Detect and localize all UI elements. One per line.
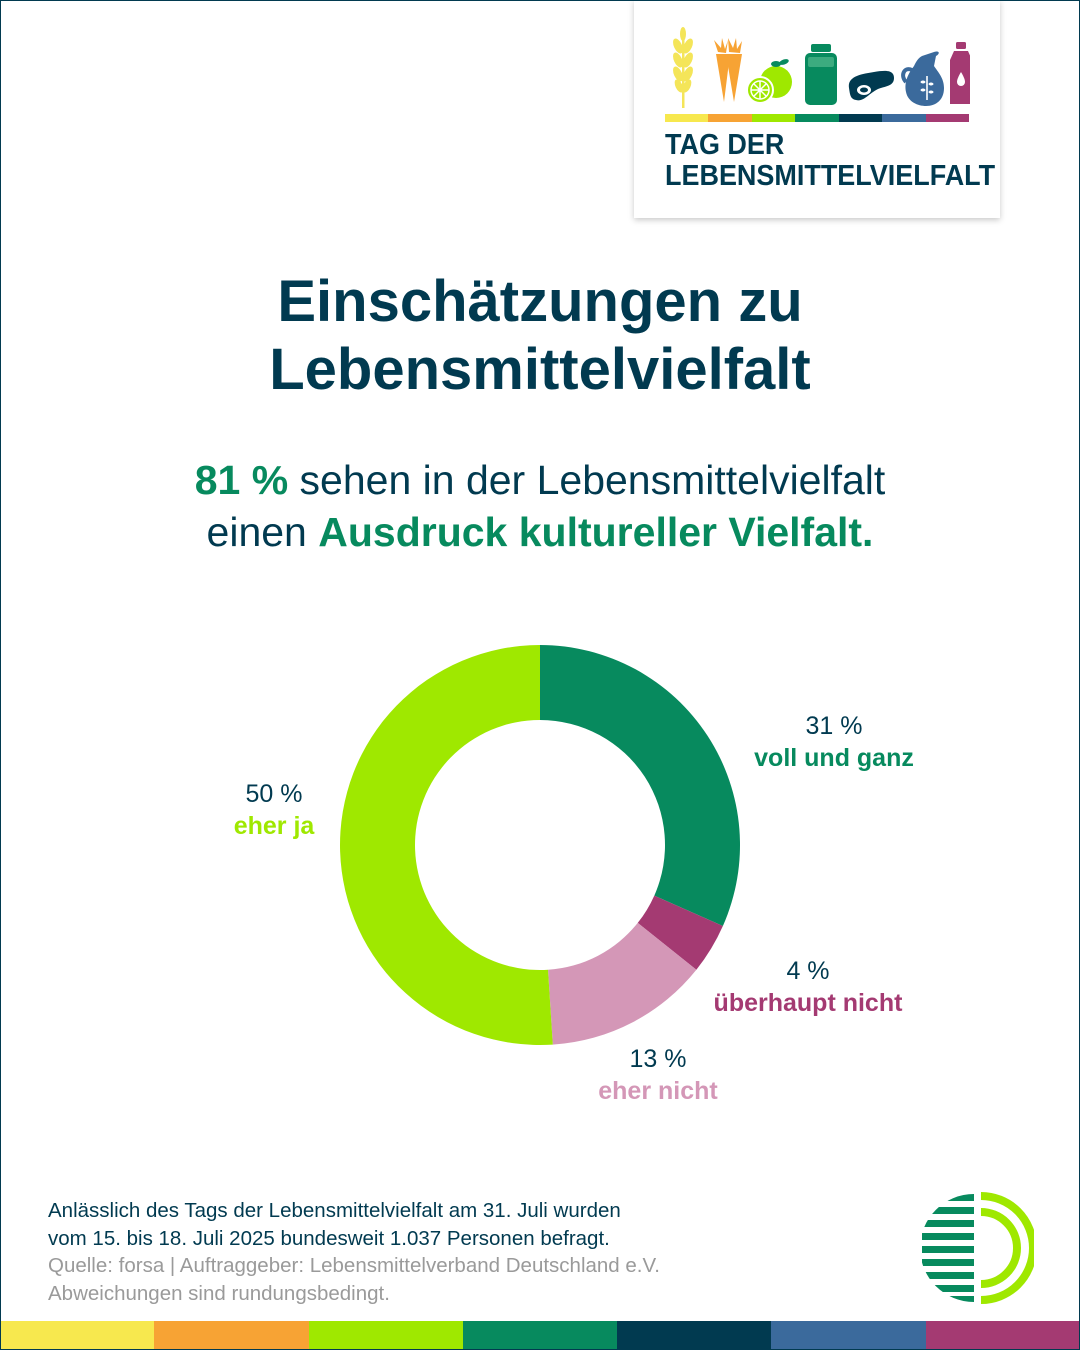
key-finding-percent: 81 % bbox=[194, 457, 289, 503]
brand-badge: TAG DER LEBENSMITTELVIELFALT bbox=[634, 0, 1000, 218]
milk-bottle-icon bbox=[805, 44, 837, 105]
food-icons-row bbox=[673, 27, 970, 108]
bottom-bar-segment bbox=[925, 1321, 1080, 1350]
carrot-icon bbox=[714, 38, 742, 102]
logo-outer-arc bbox=[980, 1192, 1034, 1304]
source-line: Quelle: forsa | Auftraggeber: Lebensmitt… bbox=[48, 1254, 660, 1277]
jug-icon bbox=[901, 51, 944, 106]
survey-note-line2: vom 15. bis 18. Juli 2025 bundesweit 1.0… bbox=[48, 1226, 610, 1250]
label-eher-ja: 50 % eher ja bbox=[204, 778, 344, 842]
logo-inner-arc bbox=[980, 1208, 1021, 1288]
category-label: überhaupt nicht bbox=[713, 989, 903, 1017]
water-bottle-icon bbox=[950, 42, 970, 104]
bottom-bar-segment bbox=[617, 1321, 772, 1350]
steak-icon bbox=[848, 70, 894, 101]
key-finding: 81 % sehen in der Lebensmittelvielfalt e… bbox=[0, 454, 1080, 558]
badge-color-bar bbox=[665, 114, 969, 122]
value-label: 4 % bbox=[786, 957, 830, 985]
page-title: Einschätzungen zu Lebensmittelvielfalt bbox=[0, 268, 1080, 404]
label-ueberhaupt-nicht: 4 % überhaupt nicht bbox=[688, 955, 928, 1019]
bottom-bar-segment bbox=[462, 1321, 618, 1350]
brand-title-line2: LEBENSMITTELVIELFALT bbox=[665, 160, 996, 192]
lebensmittelverband-logo bbox=[922, 1192, 1034, 1304]
badge-bar-segment bbox=[751, 114, 796, 122]
category-label: voll und ganz bbox=[754, 744, 914, 772]
bottom-bar-segment bbox=[771, 1321, 926, 1350]
donut-slice-überhaupt-nicht bbox=[637, 895, 723, 970]
citrus-icon bbox=[746, 59, 792, 104]
category-label: eher ja bbox=[233, 812, 315, 840]
donut-slice-eher-nicht bbox=[548, 922, 697, 1045]
donut-slice-eher-ja bbox=[340, 645, 553, 1045]
brand-title-line1: TAG DER bbox=[665, 129, 785, 161]
value-label: 50 % bbox=[245, 780, 303, 808]
donut-chart: 31 % voll und ganz 4 % überhaupt nicht 1… bbox=[0, 600, 1080, 1120]
key-finding-highlight: Ausdruck kultureller Vielfalt. bbox=[318, 509, 874, 555]
logo-stripes bbox=[922, 1194, 974, 1302]
badge-bar-segment bbox=[795, 114, 839, 122]
bottom-color-bar bbox=[0, 1321, 1080, 1350]
badge-bar-segment bbox=[838, 114, 883, 122]
donut-chart-svg bbox=[340, 645, 740, 1045]
badge-bar-segment bbox=[882, 114, 926, 122]
key-finding-text1: sehen in der Lebensmittelvielfalt bbox=[288, 457, 886, 503]
label-eher-nicht: 13 % eher nicht bbox=[568, 1043, 748, 1107]
badge-bar-segment bbox=[925, 114, 969, 122]
key-finding-text2: einen bbox=[206, 509, 319, 555]
wheat-icon bbox=[673, 27, 693, 108]
bottom-bar-segment bbox=[0, 1321, 155, 1350]
survey-note: Anlässlich des Tags der Lebensmittelviel… bbox=[48, 1197, 660, 1307]
brand-title: TAG DER LEBENSMITTELVIELFALT bbox=[665, 130, 995, 192]
key-finding-line1: 81 % sehen in der Lebensmittelvielfalt bbox=[0, 454, 1080, 506]
page-title-line1: Einschätzungen zu bbox=[277, 269, 803, 334]
label-voll-und-ganz: 31 % voll und ganz bbox=[734, 710, 934, 774]
badge-bar-segment bbox=[665, 114, 709, 122]
survey-note-line1: Anlässlich des Tags der Lebensmittelviel… bbox=[48, 1199, 621, 1222]
badge-bar-segment bbox=[708, 114, 752, 122]
key-finding-line2: einen Ausdruck kultureller Vielfalt. bbox=[0, 506, 1080, 558]
value-label: 13 % bbox=[629, 1045, 687, 1073]
bottom-bar-segment bbox=[308, 1321, 463, 1350]
page-title-line2: Lebensmittelvielfalt bbox=[269, 337, 811, 402]
bottom-bar-segment bbox=[154, 1321, 309, 1350]
rounding-disclaimer: Abweichungen sind rundungsbedingt. bbox=[48, 1281, 390, 1305]
donut-slice-voll-und-ganz bbox=[540, 645, 740, 926]
value-label: 31 % bbox=[805, 712, 863, 740]
category-label: eher nicht bbox=[598, 1077, 718, 1105]
